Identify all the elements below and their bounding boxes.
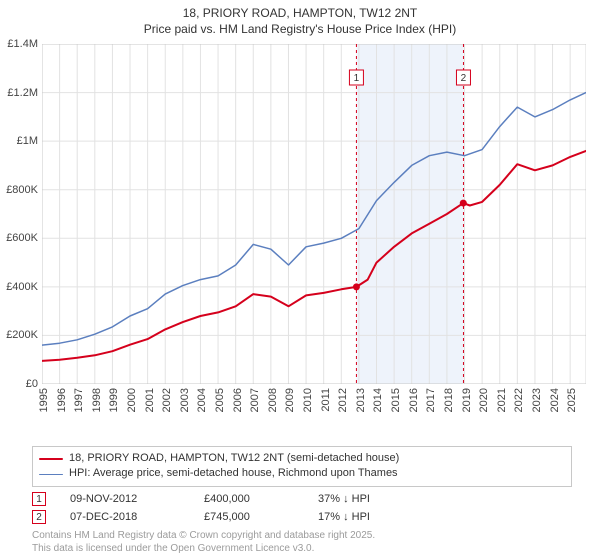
credit-text: Contains HM Land Registry data © Crown c…: [32, 530, 375, 555]
legend: 18, PRIORY ROAD, HAMPTON, TW12 2NT (semi…: [32, 446, 572, 487]
x-tick-label: 2007: [249, 388, 261, 412]
transaction-rows: 1 09-NOV-2012 £400,000 37% ↓ HPI 2 07-DEC-201…: [32, 490, 572, 526]
x-tick-label: 2010: [302, 388, 314, 412]
x-tick-label: 2005: [214, 388, 226, 412]
transaction-marker: 1: [32, 492, 46, 506]
x-tick-label: 2002: [161, 388, 173, 412]
transaction-date: 09-NOV-2012: [70, 493, 180, 505]
x-tick-label: 2021: [496, 388, 508, 412]
transaction-marker: 2: [32, 510, 46, 524]
legend-swatch: [39, 458, 63, 460]
transaction-date: 07-DEC-2018: [70, 511, 180, 523]
y-tick-label: £1.2M: [2, 87, 38, 99]
legend-swatch: [39, 474, 63, 475]
transaction-row: 2 07-DEC-2018 £745,000 17% ↓ HPI: [32, 508, 572, 526]
x-tick-label: 2015: [390, 388, 402, 412]
transaction-row: 1 09-NOV-2012 £400,000 37% ↓ HPI: [32, 490, 572, 508]
x-tick-label: 2003: [179, 388, 191, 412]
y-tick-label: £1.4M: [2, 38, 38, 50]
x-tick-label: 2012: [337, 388, 349, 412]
x-tick-label: 2022: [513, 388, 525, 412]
title-block: 18, PRIORY ROAD, HAMPTON, TW12 2NT Price…: [0, 0, 600, 37]
x-tick-label: 2008: [267, 388, 279, 412]
legend-label: 18, PRIORY ROAD, HAMPTON, TW12 2NT (semi…: [69, 451, 399, 466]
svg-text:2: 2: [461, 73, 467, 84]
credit-line-1: Contains HM Land Registry data © Crown c…: [32, 530, 375, 543]
credit-line-2: This data is licensed under the Open Gov…: [32, 543, 375, 556]
x-tick-label: 2004: [196, 388, 208, 412]
x-tick-label: 2024: [549, 388, 561, 412]
title-line-2: Price paid vs. HM Land Registry's House …: [0, 22, 600, 38]
chart-area: 12 £0£200K£400K£600K£800K£1M£1.2M£1.4M19…: [42, 44, 586, 414]
y-tick-label: £800K: [2, 184, 38, 196]
x-tick-label: 2000: [126, 388, 138, 412]
x-tick-label: 2020: [478, 388, 490, 412]
transaction-pct: 37% ↓ HPI: [318, 493, 438, 505]
y-tick-label: £200K: [2, 329, 38, 341]
legend-item: 18, PRIORY ROAD, HAMPTON, TW12 2NT (semi…: [39, 451, 565, 466]
x-tick-label: 1995: [38, 388, 50, 412]
x-tick-label: 2023: [531, 388, 543, 412]
x-tick-label: 1999: [108, 388, 120, 412]
x-tick-label: 2006: [232, 388, 244, 412]
x-tick-label: 1997: [73, 388, 85, 412]
transaction-price: £400,000: [204, 493, 294, 505]
x-tick-label: 2013: [355, 388, 367, 412]
y-tick-label: £1M: [2, 135, 38, 147]
transaction-price: £745,000: [204, 511, 294, 523]
x-tick-label: 2009: [284, 388, 296, 412]
x-tick-label: 2017: [425, 388, 437, 412]
line-chart-svg: 12: [42, 44, 586, 384]
x-tick-label: 2018: [443, 388, 455, 412]
x-tick-label: 2014: [372, 388, 384, 412]
x-tick-label: 2025: [566, 388, 578, 412]
y-tick-label: £0: [2, 378, 38, 390]
x-tick-label: 2016: [408, 388, 420, 412]
chart-container: 18, PRIORY ROAD, HAMPTON, TW12 2NT Price…: [0, 0, 600, 560]
x-tick-label: 2011: [320, 388, 332, 412]
y-tick-label: £600K: [2, 232, 38, 244]
legend-item: HPI: Average price, semi-detached house,…: [39, 466, 565, 481]
x-tick-label: 1998: [91, 388, 103, 412]
legend-label: HPI: Average price, semi-detached house,…: [69, 466, 398, 481]
x-tick-label: 2001: [144, 388, 156, 412]
title-line-1: 18, PRIORY ROAD, HAMPTON, TW12 2NT: [0, 6, 600, 22]
svg-text:1: 1: [354, 73, 360, 84]
transaction-pct: 17% ↓ HPI: [318, 511, 438, 523]
x-tick-label: 1996: [56, 388, 68, 412]
x-tick-label: 2019: [461, 388, 473, 412]
y-tick-label: £400K: [2, 281, 38, 293]
